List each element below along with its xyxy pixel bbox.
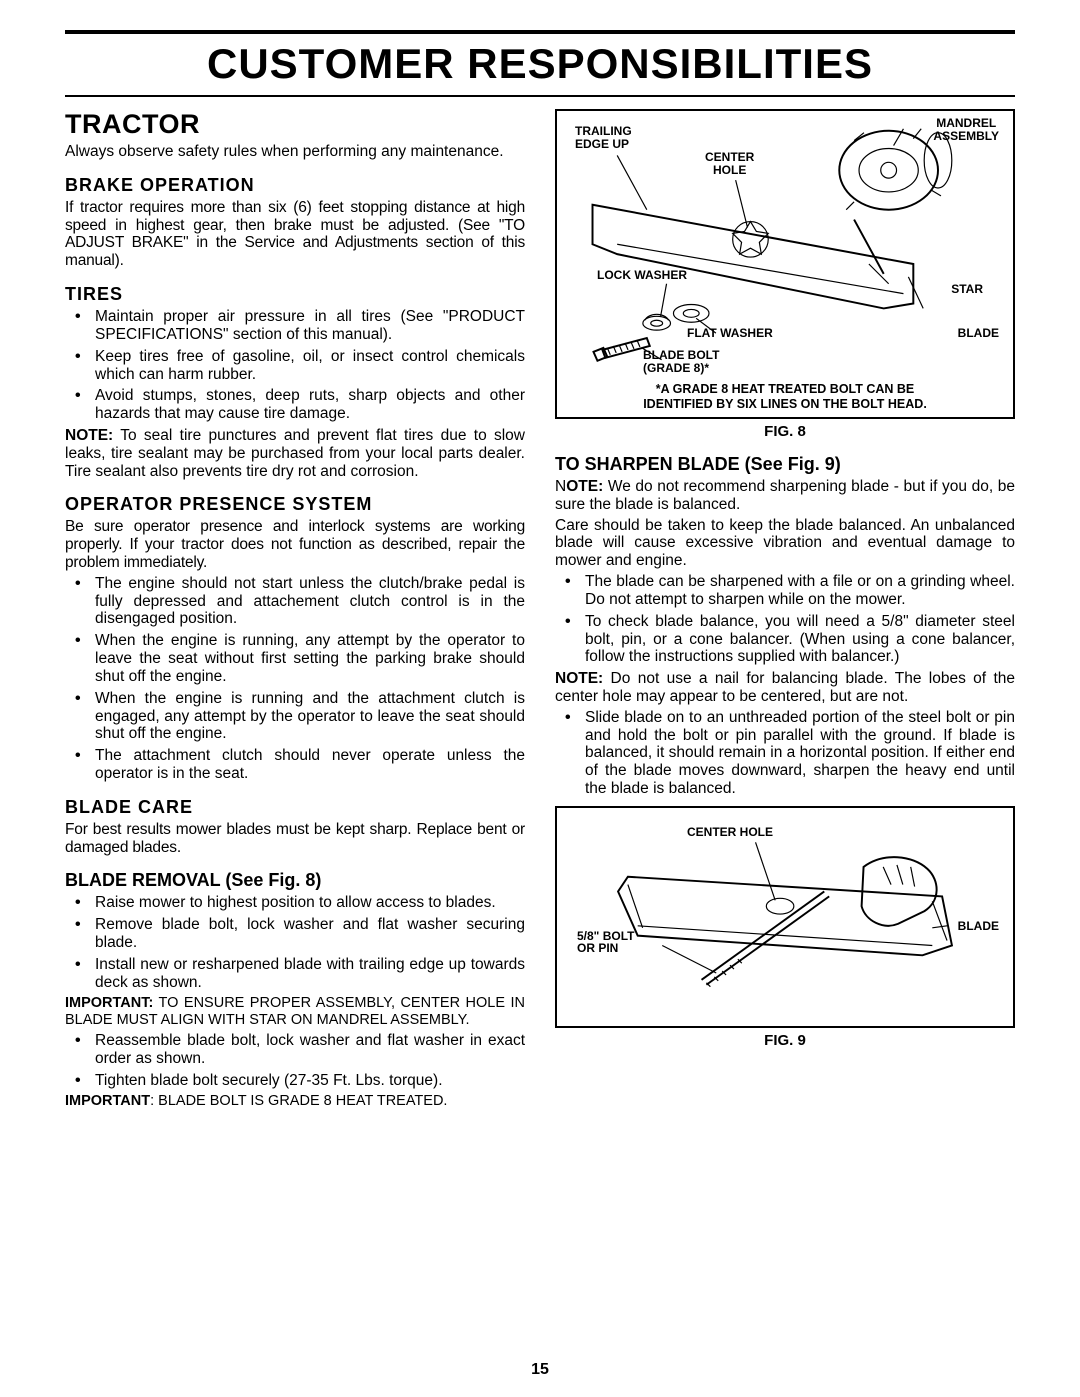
main-title: CUSTOMER RESPONSIBILITIES	[65, 34, 1015, 92]
brake-heading: BRAKE OPERATION	[65, 175, 525, 196]
list-item: To check blade balance, you will need a …	[585, 613, 1015, 666]
note-label: NOTE:	[65, 427, 113, 444]
note-text: We do not recommend sharpening blade - b…	[555, 478, 1015, 513]
list-item: Install new or resharpened blade with tr…	[95, 956, 525, 992]
sharpen-list-1: The blade can be sharpened with a file o…	[555, 573, 1015, 666]
list-item: Slide blade on to an unthreaded portion …	[585, 709, 1015, 798]
removal-heading: BLADE REMOVAL (See Fig. 8)	[65, 870, 525, 891]
fig8-caption: FIG. 8	[555, 423, 1015, 440]
tires-heading: TIRES	[65, 284, 525, 305]
ops-text: Be sure operator presence and interlock …	[65, 518, 525, 571]
tractor-intro: Always observe safety rules when perform…	[65, 143, 525, 161]
important-1: IMPORTANT: TO ENSURE PROPER ASSEMBLY, CE…	[65, 995, 525, 1027]
removal-list-2: Reassemble blade bolt, lock washer and f…	[65, 1032, 525, 1089]
fig8-label-blade: BLADE	[958, 327, 999, 340]
figure-8-box: TRAILING EDGE UP MANDREL ASSEMBLY CENTER…	[555, 109, 1015, 419]
sharpen-note1: NOTE: We do not recommend sharpening bla…	[555, 478, 1015, 514]
list-item: Keep tires free of gasoline, oil, or ins…	[95, 348, 525, 384]
tires-list: Maintain proper air pressure in all tire…	[65, 308, 525, 423]
important-2: IMPORTANT: BLADE BOLT IS GRADE 8 HEAT TR…	[65, 1093, 525, 1109]
fig9-label-bolt: 5/8" BOLT OR PIN	[577, 930, 634, 955]
bladecare-heading: BLADE CARE	[65, 797, 525, 818]
list-item: Remove blade bolt, lock washer and flat …	[95, 916, 525, 952]
figure-9-diagram	[557, 808, 1013, 1026]
list-item: Tighten blade bolt securely (27-35 Ft. L…	[95, 1072, 525, 1090]
title-underline	[65, 95, 1015, 97]
page-number: 15	[0, 1361, 1080, 1379]
note-text: Do not use a nail for balancing blade. T…	[555, 670, 1015, 705]
left-column: TRACTOR Always observe safety rules when…	[65, 109, 525, 1110]
fig9-caption: FIG. 9	[555, 1032, 1015, 1049]
ops-heading: OPERATOR PRESENCE SYSTEM	[65, 494, 525, 515]
note-label: NOTE:	[555, 670, 603, 687]
note-label: OTE:	[566, 478, 603, 495]
sharpen-list-2: Slide blade on to an unthreaded portion …	[555, 709, 1015, 798]
list-item: Raise mower to highest position to allow…	[95, 894, 525, 912]
tires-note: NOTE: To seal tire punctures and prevent…	[65, 427, 525, 480]
note-pre: N	[555, 478, 566, 495]
right-column: TRAILING EDGE UP MANDREL ASSEMBLY CENTER…	[555, 109, 1015, 1110]
content-columns: TRACTOR Always observe safety rules when…	[65, 109, 1015, 1110]
note-text: To seal tire punctures and prevent flat …	[65, 427, 525, 480]
list-item: When the engine is running and the attac…	[95, 690, 525, 743]
fig8-label-star: STAR	[951, 283, 983, 296]
removal-list-1: Raise mower to highest position to allow…	[65, 894, 525, 991]
ops-list: The engine should not start unless the c…	[65, 575, 525, 783]
list-item: Maintain proper air pressure in all tire…	[95, 308, 525, 344]
important-text: : BLADE BOLT IS GRADE 8 HEAT TREATED.	[150, 1093, 447, 1109]
fig8-label-bolt: BLADE BOLT (GRADE 8)*	[643, 349, 719, 374]
bladecare-text: For best results mower blades must be ke…	[65, 821, 525, 857]
list-item: Reassemble blade bolt, lock washer and f…	[95, 1032, 525, 1068]
list-item: When the engine is running, any attempt …	[95, 632, 525, 685]
sharpen-heading: TO SHARPEN BLADE (See Fig. 9)	[555, 454, 1015, 475]
sharpen-para: Care should be taken to keep the blade b…	[555, 517, 1015, 570]
fig9-label-center: CENTER HOLE	[687, 826, 773, 839]
list-item: The blade can be sharpened with a file o…	[585, 573, 1015, 609]
list-item: The engine should not start unless the c…	[95, 575, 525, 628]
fig8-label-flat: FLAT WASHER	[687, 327, 773, 340]
fig8-footnote: *A GRADE 8 HEAT TREATED BOLT CAN BE IDEN…	[557, 382, 1013, 411]
list-item: The attachment clutch should never opera…	[95, 747, 525, 783]
fig9-label-blade: BLADE	[958, 920, 999, 933]
figure-8-diagram	[557, 111, 1013, 417]
fig8-label-mandrel: MANDREL ASSEMBLY	[933, 117, 999, 142]
important-label: IMPORTANT:	[65, 995, 153, 1011]
figure-9-box: CENTER HOLE 5/8" BOLT OR PIN BLADE	[555, 806, 1015, 1028]
brake-text: If tractor requires more than six (6) fe…	[65, 199, 525, 270]
fig8-label-lock: LOCK WASHER	[597, 269, 687, 282]
fig8-label-center: CENTER HOLE	[705, 151, 754, 176]
tractor-heading: TRACTOR	[65, 109, 525, 140]
sharpen-note2: NOTE: Do not use a nail for balancing bl…	[555, 670, 1015, 706]
important-label: IMPORTANT	[65, 1093, 150, 1109]
list-item: Avoid stumps, stones, deep ruts, sharp o…	[95, 387, 525, 423]
fig8-label-trailing: TRAILING EDGE UP	[575, 125, 632, 150]
